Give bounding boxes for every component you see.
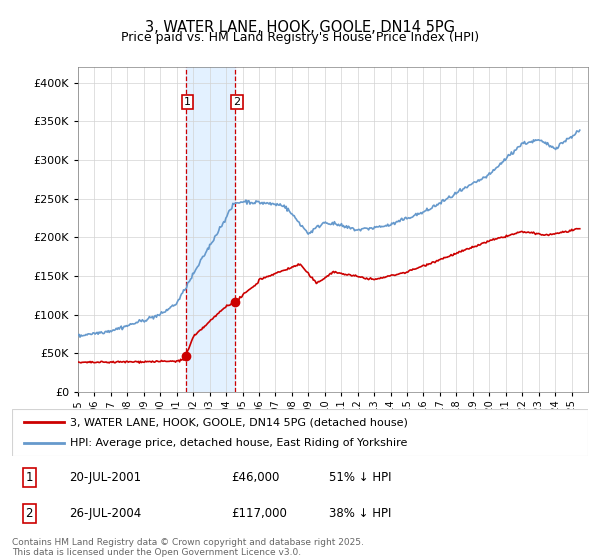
Text: 1: 1 [26, 471, 33, 484]
Text: 26-JUL-2004: 26-JUL-2004 [70, 507, 142, 520]
Text: 3, WATER LANE, HOOK, GOOLE, DN14 5PG: 3, WATER LANE, HOOK, GOOLE, DN14 5PG [145, 20, 455, 35]
Text: 38% ↓ HPI: 38% ↓ HPI [329, 507, 391, 520]
Text: Price paid vs. HM Land Registry's House Price Index (HPI): Price paid vs. HM Land Registry's House … [121, 31, 479, 44]
Bar [186, 67, 235, 392]
Text: 2: 2 [233, 97, 241, 107]
Text: 51% ↓ HPI: 51% ↓ HPI [329, 471, 391, 484]
Text: 20-JUL-2001: 20-JUL-2001 [70, 471, 142, 484]
Text: 1: 1 [184, 97, 191, 107]
Text: Contains HM Land Registry data © Crown copyright and database right 2025.
This d: Contains HM Land Registry data © Crown c… [12, 538, 364, 557]
Text: HPI: Average price, detached house, East Riding of Yorkshire: HPI: Average price, detached house, East… [70, 438, 407, 448]
Text: £117,000: £117,000 [231, 507, 287, 520]
Text: 3, WATER LANE, HOOK, GOOLE, DN14 5PG (detached house): 3, WATER LANE, HOOK, GOOLE, DN14 5PG (de… [70, 417, 407, 427]
Text: £46,000: £46,000 [231, 471, 279, 484]
Text: 2: 2 [26, 507, 33, 520]
